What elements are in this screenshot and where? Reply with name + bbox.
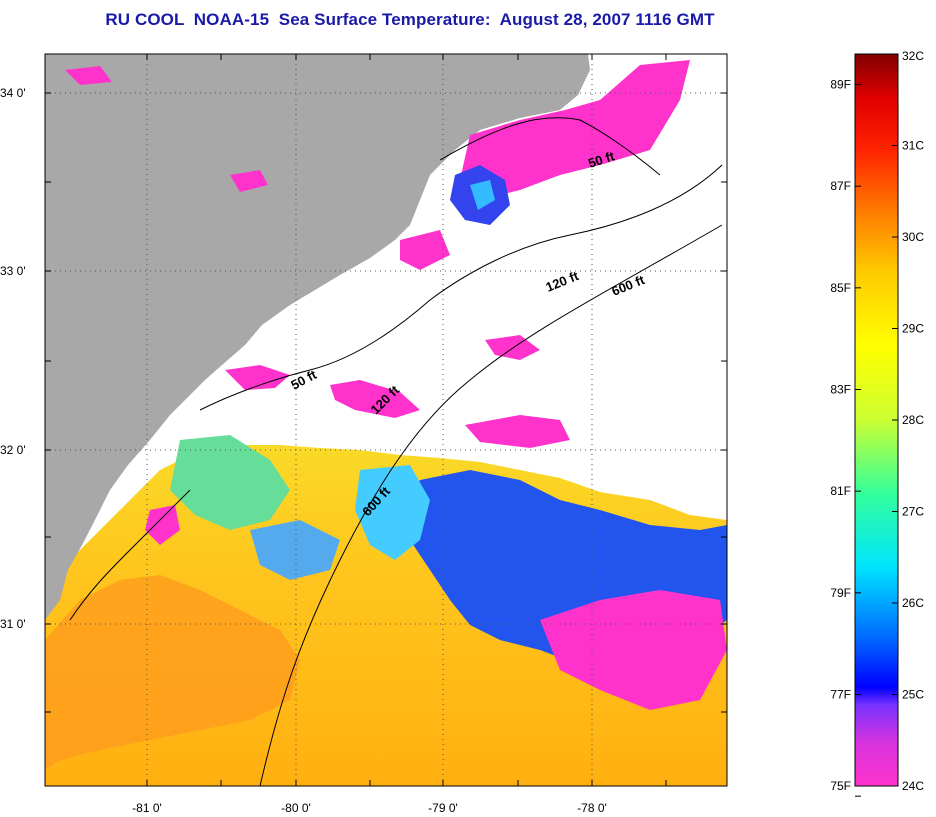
colorbar-celsius-label: 25C	[902, 688, 924, 702]
lon-label-81: -81 0'	[132, 801, 162, 815]
colorbar-celsius-ticks: 32C 31C 30C 29C 28C 27C 26C 25C 24C	[892, 49, 924, 793]
lat-label-33: 33 0'	[0, 264, 26, 278]
map-frame	[44, 53, 728, 787]
land-area	[45, 54, 590, 620]
colorbar-fahrenheit-ticks: 89F 87F 85F 83F 81F 79F 77F 75F	[830, 78, 861, 797]
map-ticks	[45, 54, 727, 786]
lon-label-78: -78 0'	[577, 801, 607, 815]
lon-label-80: -80 0'	[281, 801, 311, 815]
colorbar-fahrenheit-label: 79F	[830, 586, 851, 600]
colorbar-fahrenheit-label: 77F	[830, 688, 851, 702]
cool-water-patches	[65, 60, 727, 710]
colorbar-celsius-label: 27C	[902, 505, 924, 519]
colorbar-fahrenheit-label: 75F	[830, 779, 851, 793]
graticule	[45, 54, 727, 786]
lat-label-32: 32 0'	[0, 443, 26, 457]
lat-label-31: 31 0'	[0, 617, 26, 631]
colorbar-celsius-label: 29C	[902, 322, 924, 336]
lat-label-34: 34 0'	[0, 86, 26, 100]
colorbar-celsius-label: 31C	[902, 139, 924, 153]
colorbar-fahrenheit-label: 89F	[830, 78, 851, 92]
colorbar-celsius-label: 24C	[902, 779, 924, 793]
colorbar-gradient	[854, 53, 899, 787]
colorbar-fahrenheit-label: 81F	[830, 484, 851, 498]
colorbar-fahrenheit-label: 87F	[830, 179, 851, 193]
bathymetry-contours	[69, 117, 723, 786]
colorbar-celsius-label: 28C	[902, 413, 924, 427]
colorbar-celsius-label: 32C	[902, 49, 924, 63]
colorbar-fahrenheit-label: 85F	[830, 281, 851, 295]
chart-title: RU COOL NOAA-15 Sea Surface Temperature:…	[105, 10, 715, 29]
colorbar-celsius-label: 26C	[902, 596, 924, 610]
warm-coastal-band	[45, 575, 300, 770]
colorbar-fahrenheit-label: 83F	[830, 383, 851, 397]
lon-label-79: -79 0'	[428, 801, 458, 815]
colorbar-celsius-label: 30C	[902, 230, 924, 244]
